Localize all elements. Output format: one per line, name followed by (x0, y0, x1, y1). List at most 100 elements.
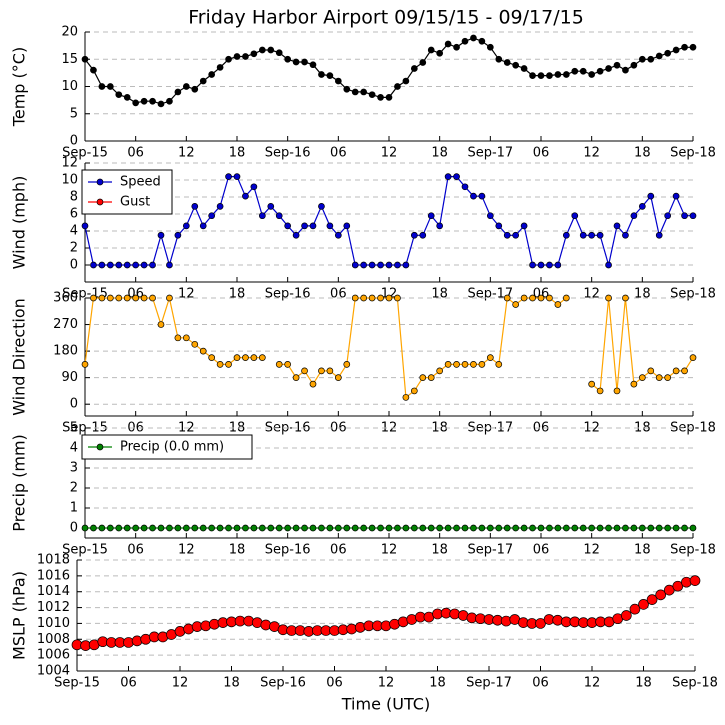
marker (123, 524, 131, 532)
marker (258, 524, 266, 532)
marker (588, 231, 596, 239)
x-tick-label: 18 (431, 287, 448, 302)
marker (672, 46, 680, 54)
marker (495, 524, 503, 532)
marker (588, 71, 596, 78)
marker (318, 367, 325, 375)
x-tick-label: 06 (533, 543, 550, 558)
x-tick-label: 12 (381, 421, 398, 436)
y-tick-label: 3 (70, 461, 78, 476)
marker (250, 50, 258, 58)
marker (174, 524, 182, 532)
marker (681, 43, 688, 51)
marker (529, 72, 536, 79)
marker (258, 212, 266, 220)
marker (123, 94, 131, 101)
marker (267, 203, 275, 210)
x-tick-label: Sep-17 (466, 676, 512, 691)
y-tick-label: 1010 (37, 616, 70, 631)
y-tick-label: 0 (70, 134, 78, 149)
marker (351, 261, 359, 269)
marker (613, 61, 621, 69)
series-line (84, 295, 263, 365)
marker (301, 524, 308, 532)
marker (512, 61, 520, 69)
y-tick-label: 0 (70, 521, 78, 536)
x-tick-label: 06 (330, 287, 347, 302)
marker (250, 354, 258, 361)
marker (394, 524, 401, 532)
marker (140, 294, 148, 302)
y-axis-label: Wind (mph) (10, 176, 29, 270)
y-tick-label: 1016 (37, 568, 70, 583)
marker (681, 524, 688, 532)
marker (225, 524, 232, 532)
x-tick-label: Sep-15 (62, 543, 108, 558)
x-tick-label: 18 (634, 146, 651, 161)
marker (554, 301, 562, 308)
y-tick-label: 10 (61, 79, 78, 94)
marker (672, 192, 680, 200)
marker (596, 524, 604, 532)
marker (394, 83, 401, 90)
marker (123, 294, 131, 302)
x-tick-label: 12 (178, 146, 195, 161)
marker (334, 524, 342, 532)
marker (436, 222, 444, 230)
marker (275, 49, 283, 57)
y-tick-label: 1006 (37, 648, 70, 663)
marker (216, 203, 224, 210)
marker (537, 72, 545, 79)
marker (520, 222, 528, 230)
marker (453, 43, 460, 51)
marker (520, 65, 528, 72)
marker (301, 58, 308, 66)
marker (681, 367, 688, 375)
marker (301, 367, 308, 375)
marker (503, 294, 511, 302)
marker (132, 524, 140, 532)
x-tick-label: Sep-18 (670, 287, 716, 302)
marker (360, 294, 368, 302)
marker (90, 524, 97, 532)
marker (182, 83, 190, 90)
marker (689, 354, 697, 361)
marker (427, 524, 435, 532)
x-tick-label: 18 (229, 421, 246, 436)
marker (402, 261, 410, 269)
x-tick-label: 12 (178, 543, 195, 558)
marker (242, 524, 249, 532)
marker (529, 294, 536, 302)
y-tick-label: 1008 (37, 632, 70, 647)
marker (292, 524, 300, 532)
marker (149, 294, 156, 302)
series-line (84, 176, 693, 268)
x-tick-label: 12 (378, 676, 395, 691)
marker (622, 231, 629, 239)
marker (486, 524, 494, 532)
y-tick-label: 1018 (37, 553, 70, 568)
marker (453, 524, 460, 532)
y-tick-label: 180 (53, 344, 78, 359)
marker (419, 59, 427, 66)
marker (106, 261, 114, 269)
marker (647, 367, 655, 375)
x-tick-label: 06 (127, 146, 144, 161)
marker (377, 261, 384, 269)
marker (326, 524, 334, 532)
marker (275, 524, 283, 532)
marker (199, 524, 207, 532)
marker (318, 203, 325, 210)
marker (630, 61, 638, 69)
marker (343, 85, 351, 93)
legend-label: Speed (120, 175, 161, 190)
marker (647, 524, 655, 532)
marker (225, 361, 232, 368)
marker (284, 524, 292, 532)
x-tick-label: 12 (584, 676, 601, 691)
marker (166, 524, 173, 532)
marker (385, 524, 393, 532)
marker (436, 367, 444, 375)
marker (655, 524, 663, 532)
marker (199, 77, 207, 85)
